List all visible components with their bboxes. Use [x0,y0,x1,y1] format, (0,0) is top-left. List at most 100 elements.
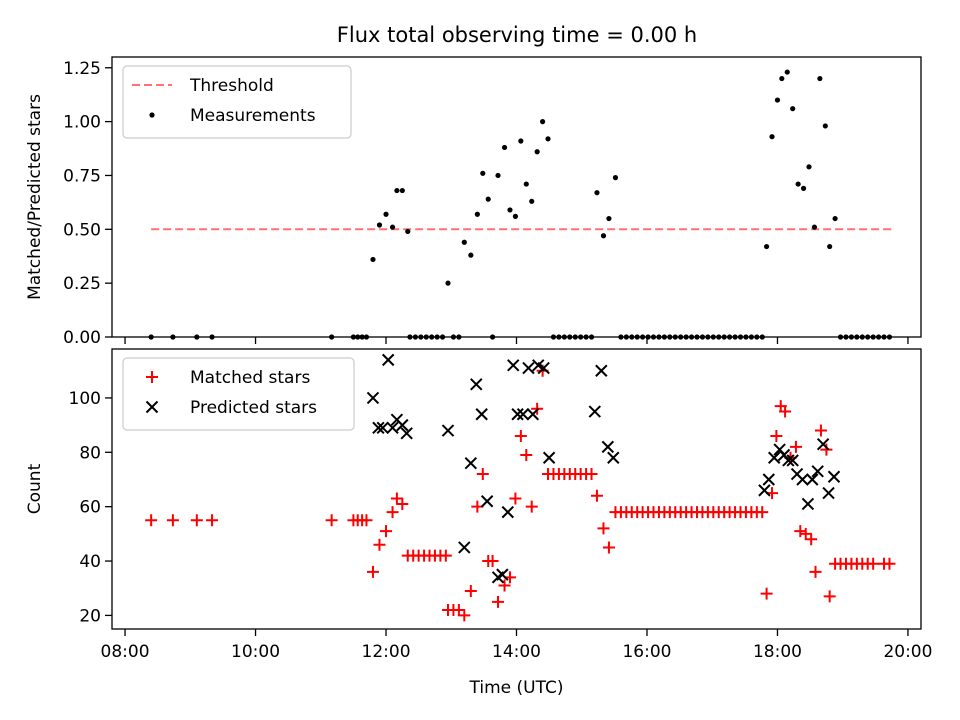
measurement-point [688,334,695,340]
predicted-star-point [386,421,399,435]
measurement-point [710,334,716,340]
measurement-point [418,334,424,340]
measurement-point [629,334,635,340]
measurement-point [495,172,501,179]
matched-star-point [789,440,802,453]
matched-star-point [799,527,812,540]
measurement-point [550,334,557,340]
measurement-point [721,334,727,340]
matched-star-point [809,565,822,578]
measurement-point [865,334,871,340]
measurement-point [832,215,838,222]
measurement-point [886,334,893,340]
measurement-point [480,170,486,176]
measurement-point [837,334,844,340]
matched-star-point [360,514,373,527]
predicted-star-point [464,456,478,470]
measurement-point [572,334,578,340]
predicted-star-point [801,497,815,511]
measurement-point [667,334,673,340]
measurement-point [800,185,807,191]
predicted-star-point [381,353,395,367]
matched-star-point [325,514,338,527]
measurement-point [640,334,646,340]
measurement-point [359,334,365,340]
matched-star-point [386,506,399,519]
predicted-star-point [811,465,824,478]
predicted-star-point [501,505,515,519]
matched-star-point [794,525,807,538]
matched-star-point [602,541,615,554]
matched-star-point [597,522,610,535]
measurement-point [583,334,589,340]
predicted-star-point [516,408,530,421]
predicted-star-point [537,361,550,375]
legend-matched-swatch [146,371,158,383]
measurement-point [148,334,154,340]
measurement-point [790,106,796,112]
matched-star-point [380,525,393,538]
matched-star-point [390,492,403,505]
matched-star-point [770,429,783,442]
x-tick-label: 12:00 [362,642,411,662]
predicted-star-point [496,568,509,581]
measurement-point [489,334,496,340]
measurement-point [209,334,215,340]
measurement-point [859,334,865,340]
matched-star-point [471,500,484,513]
measurement-point [474,211,480,217]
measurement-point [567,334,573,340]
matched-star-point [514,429,527,442]
measurement-point [848,334,855,340]
measurement-point [743,334,749,340]
predicted-star-point [827,470,841,483]
matched-star-point [396,497,409,510]
matched-star-point [366,565,379,578]
predicted-star-point [762,473,775,486]
measurement-point [650,334,657,340]
measurement-point [594,190,600,196]
matched-star-point [820,443,833,456]
bottom-y-tick-label: 100 [69,389,101,409]
predicted-star-point [782,454,795,467]
measurement-point [763,243,770,250]
predicted-star-point [786,454,799,467]
measurement-point [394,187,400,194]
measurement-point [683,334,689,340]
matched-star-point [525,500,538,513]
measurement-point [468,252,474,258]
predicted-star-point [526,408,540,421]
measurement-point [727,334,733,340]
measurement-point [456,334,462,340]
matched-star-point [373,538,386,551]
matched-star-point [476,468,489,481]
matched-star-point [486,555,499,568]
measurement-point [407,334,413,340]
bottom-y-tick-label: 40 [79,552,101,572]
bottom-panel: 08:00 10:00 12:00 14:00 16:00 18:00 20:00 20 40 6… [25,348,932,698]
matched-star-point [464,584,477,597]
measurement-point [779,75,785,82]
top-y-tick-label: 1.25 [63,59,101,79]
measurement-point [423,334,429,340]
measurement-point [405,228,411,235]
measurement-point [606,215,612,222]
measurement-point [355,334,361,340]
measurement-point [737,334,744,340]
predicted-star-point [806,473,819,486]
top-y-tick-label: 0.50 [63,220,101,240]
measurement-point [507,207,513,213]
measurement-point [661,334,667,340]
measurement-point [774,97,781,103]
measurement-point [170,334,176,340]
measurement-point [678,334,684,340]
bottom-y-tick-label: 20 [79,606,101,626]
measurement-point [656,334,662,340]
measurement-point [827,243,833,250]
matched-star-point [190,514,203,527]
bottom-y-tick-label: 60 [79,498,101,518]
matched-star-point [452,603,465,616]
matched-star-point [520,449,533,462]
legend-label: Measurements [190,106,316,126]
matched-star-point [779,405,792,418]
